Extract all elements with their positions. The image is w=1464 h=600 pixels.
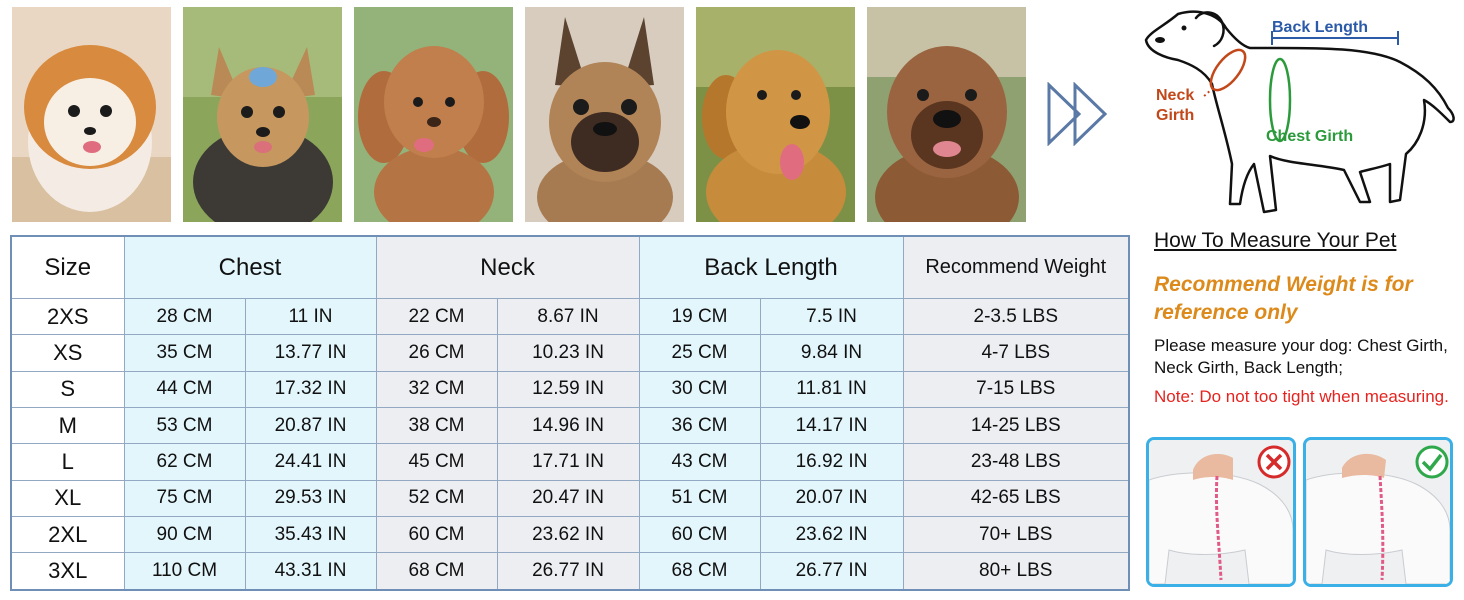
cell-back-cm: 25 CM: [638, 334, 761, 372]
cell-back-cm: 19 CM: [638, 298, 761, 336]
measure-note: Note: Do not too tight when measuring.: [1154, 387, 1449, 406]
cell-neck-in: 20.47 IN: [496, 479, 640, 518]
cell-neck-cm: 38 CM: [375, 407, 498, 445]
table-row: 2XL 90 CM 35.43 IN 60 CM 23.62 IN 60 CM 23.62 …: [10, 516, 1130, 554]
cell-neck-in: 17.71 IN: [496, 443, 640, 481]
cell-size: S: [10, 370, 125, 409]
table-header-row: Size Chest Neck Back Length Recommend We…: [10, 235, 1130, 300]
cell-neck-cm: 32 CM: [375, 370, 498, 409]
cell-chest-in: 24.41 IN: [244, 443, 377, 481]
cell-chest-cm: 62 CM: [123, 443, 246, 481]
cell-back-cm: 43 CM: [638, 443, 761, 481]
cell-neck-in: 23.62 IN: [496, 516, 640, 554]
cell-size: XS: [10, 334, 125, 372]
table-row: 3XL 110 CM 43.31 IN 68 CM 26.77 IN 68 CM 26.77…: [10, 552, 1130, 591]
table-row: XL 75 CM 29.53 IN 52 CM 20.47 IN 51 CM 20.07 I…: [10, 479, 1130, 518]
yorkshire-terrier-photo: [183, 7, 342, 222]
cell-neck-cm: 22 CM: [375, 298, 498, 336]
cell-back-in: 7.5 IN: [759, 298, 904, 336]
cell-size: L: [10, 443, 125, 481]
cell-back-cm: 30 CM: [638, 370, 761, 409]
cell-chest-cm: 53 CM: [123, 407, 246, 445]
back-length-label: Back Length: [1272, 19, 1368, 36]
cell-size: 3XL: [10, 552, 125, 591]
cell-chest-in: 20.87 IN: [244, 407, 377, 445]
cell-neck-cm: 60 CM: [375, 516, 498, 554]
correct-measuring-example: [1303, 437, 1453, 587]
cell-weight: 14-25 LBS: [902, 407, 1130, 445]
cell-chest-cm: 44 CM: [123, 370, 246, 409]
cell-size: 2XL: [10, 516, 125, 554]
header-chest: Chest: [123, 235, 377, 300]
cell-size: M: [10, 407, 125, 445]
cell-neck-in: 14.96 IN: [496, 407, 640, 445]
neck-girth-label-2: Girth: [1156, 107, 1194, 124]
neck-girth-label-1: Neck: [1156, 87, 1194, 104]
chest-girth-label: Chest Girth: [1266, 128, 1353, 145]
cell-chest-in: 43.31 IN: [244, 552, 377, 591]
cell-chest-in: 17.32 IN: [244, 370, 377, 409]
cell-size: XL: [10, 479, 125, 518]
cell-chest-cm: 110 CM: [123, 552, 246, 591]
double-arrow-icon: [1047, 82, 1108, 146]
cell-back-in: 11.81 IN: [759, 370, 904, 409]
poodle-photo: [354, 7, 513, 222]
cell-chest-cm: 35 CM: [123, 334, 246, 372]
french-bulldog-photo: [525, 7, 684, 222]
header-back-length: Back Length: [638, 235, 904, 300]
table-row: XS 35 CM 13.77 IN 26 CM 10.23 IN 25 CM 9.84 IN…: [10, 334, 1130, 372]
wrong-measuring-example: [1146, 437, 1296, 587]
table-row: 2XS 28 CM 11 IN 22 CM 8.67 IN 19 CM 7.5 IN 2-3.…: [10, 298, 1130, 336]
cell-chest-in: 35.43 IN: [244, 516, 377, 554]
cell-back-in: 26.77 IN: [759, 552, 904, 591]
cell-weight: 7-15 LBS: [902, 370, 1130, 409]
correct-check-icon: [1415, 445, 1449, 479]
cell-neck-cm: 45 CM: [375, 443, 498, 481]
cell-back-in: 20.07 IN: [759, 479, 904, 518]
cell-back-cm: 51 CM: [638, 479, 761, 518]
mastiff-photo: [867, 7, 1026, 222]
cell-size: 2XS: [10, 298, 125, 336]
cell-back-in: 9.84 IN: [759, 334, 904, 372]
table-row: S 44 CM 17.32 IN 32 CM 12.59 IN 30 CM 11.81 IN…: [10, 370, 1130, 409]
cell-weight: 2-3.5 LBS: [902, 298, 1130, 336]
dog-measurement-diagram: Back Length Neck Girth Chest Girth: [1144, 10, 1455, 214]
cell-back-cm: 36 CM: [638, 407, 761, 445]
cell-back-cm: 68 CM: [638, 552, 761, 591]
cell-chest-cm: 75 CM: [123, 479, 246, 518]
cell-neck-cm: 52 CM: [375, 479, 498, 518]
size-chart-table: Size Chest Neck Back Length Recommend We…: [10, 235, 1131, 591]
wrong-cross-icon: [1257, 445, 1291, 479]
cell-weight: 70+ LBS: [902, 516, 1130, 554]
cell-neck-in: 12.59 IN: [496, 370, 640, 409]
cell-neck-in: 8.67 IN: [496, 298, 640, 336]
pomeranian-photo: [12, 7, 171, 222]
cell-neck-in: 26.77 IN: [496, 552, 640, 591]
table-row: M 53 CM 20.87 IN 38 CM 14.96 IN 36 CM 14.17 IN…: [10, 407, 1130, 445]
cell-weight: 4-7 LBS: [902, 334, 1130, 372]
cell-back-in: 14.17 IN: [759, 407, 904, 445]
table-row: L 62 CM 24.41 IN 45 CM 17.71 IN 43 CM 16.92 IN…: [10, 443, 1130, 481]
cell-chest-cm: 90 CM: [123, 516, 246, 554]
cell-chest-in: 11 IN: [244, 298, 377, 336]
cell-neck-in: 10.23 IN: [496, 334, 640, 372]
header-recommend-weight: Recommend Weight: [902, 235, 1130, 300]
how-to-measure-title: How To Measure Your Pet: [1154, 229, 1397, 252]
cell-back-in: 16.92 IN: [759, 443, 904, 481]
weight-reference-warning: Recommend Weight is for reference only: [1154, 273, 1413, 324]
cell-weight: 42-65 LBS: [902, 479, 1130, 518]
cell-chest-in: 13.77 IN: [244, 334, 377, 372]
header-neck: Neck: [375, 235, 640, 300]
cell-weight: 23-48 LBS: [902, 443, 1130, 481]
cell-chest-cm: 28 CM: [123, 298, 246, 336]
cell-back-cm: 60 CM: [638, 516, 761, 554]
cell-weight: 80+ LBS: [902, 552, 1130, 591]
header-size: Size: [10, 235, 125, 300]
cell-chest-in: 29.53 IN: [244, 479, 377, 518]
cell-neck-cm: 68 CM: [375, 552, 498, 591]
cell-neck-cm: 26 CM: [375, 334, 498, 372]
cell-back-in: 23.62 IN: [759, 516, 904, 554]
golden-retriever-photo: [696, 7, 855, 222]
measure-instructions: Please measure your dog: Chest Girth, Ne…: [1154, 336, 1448, 377]
